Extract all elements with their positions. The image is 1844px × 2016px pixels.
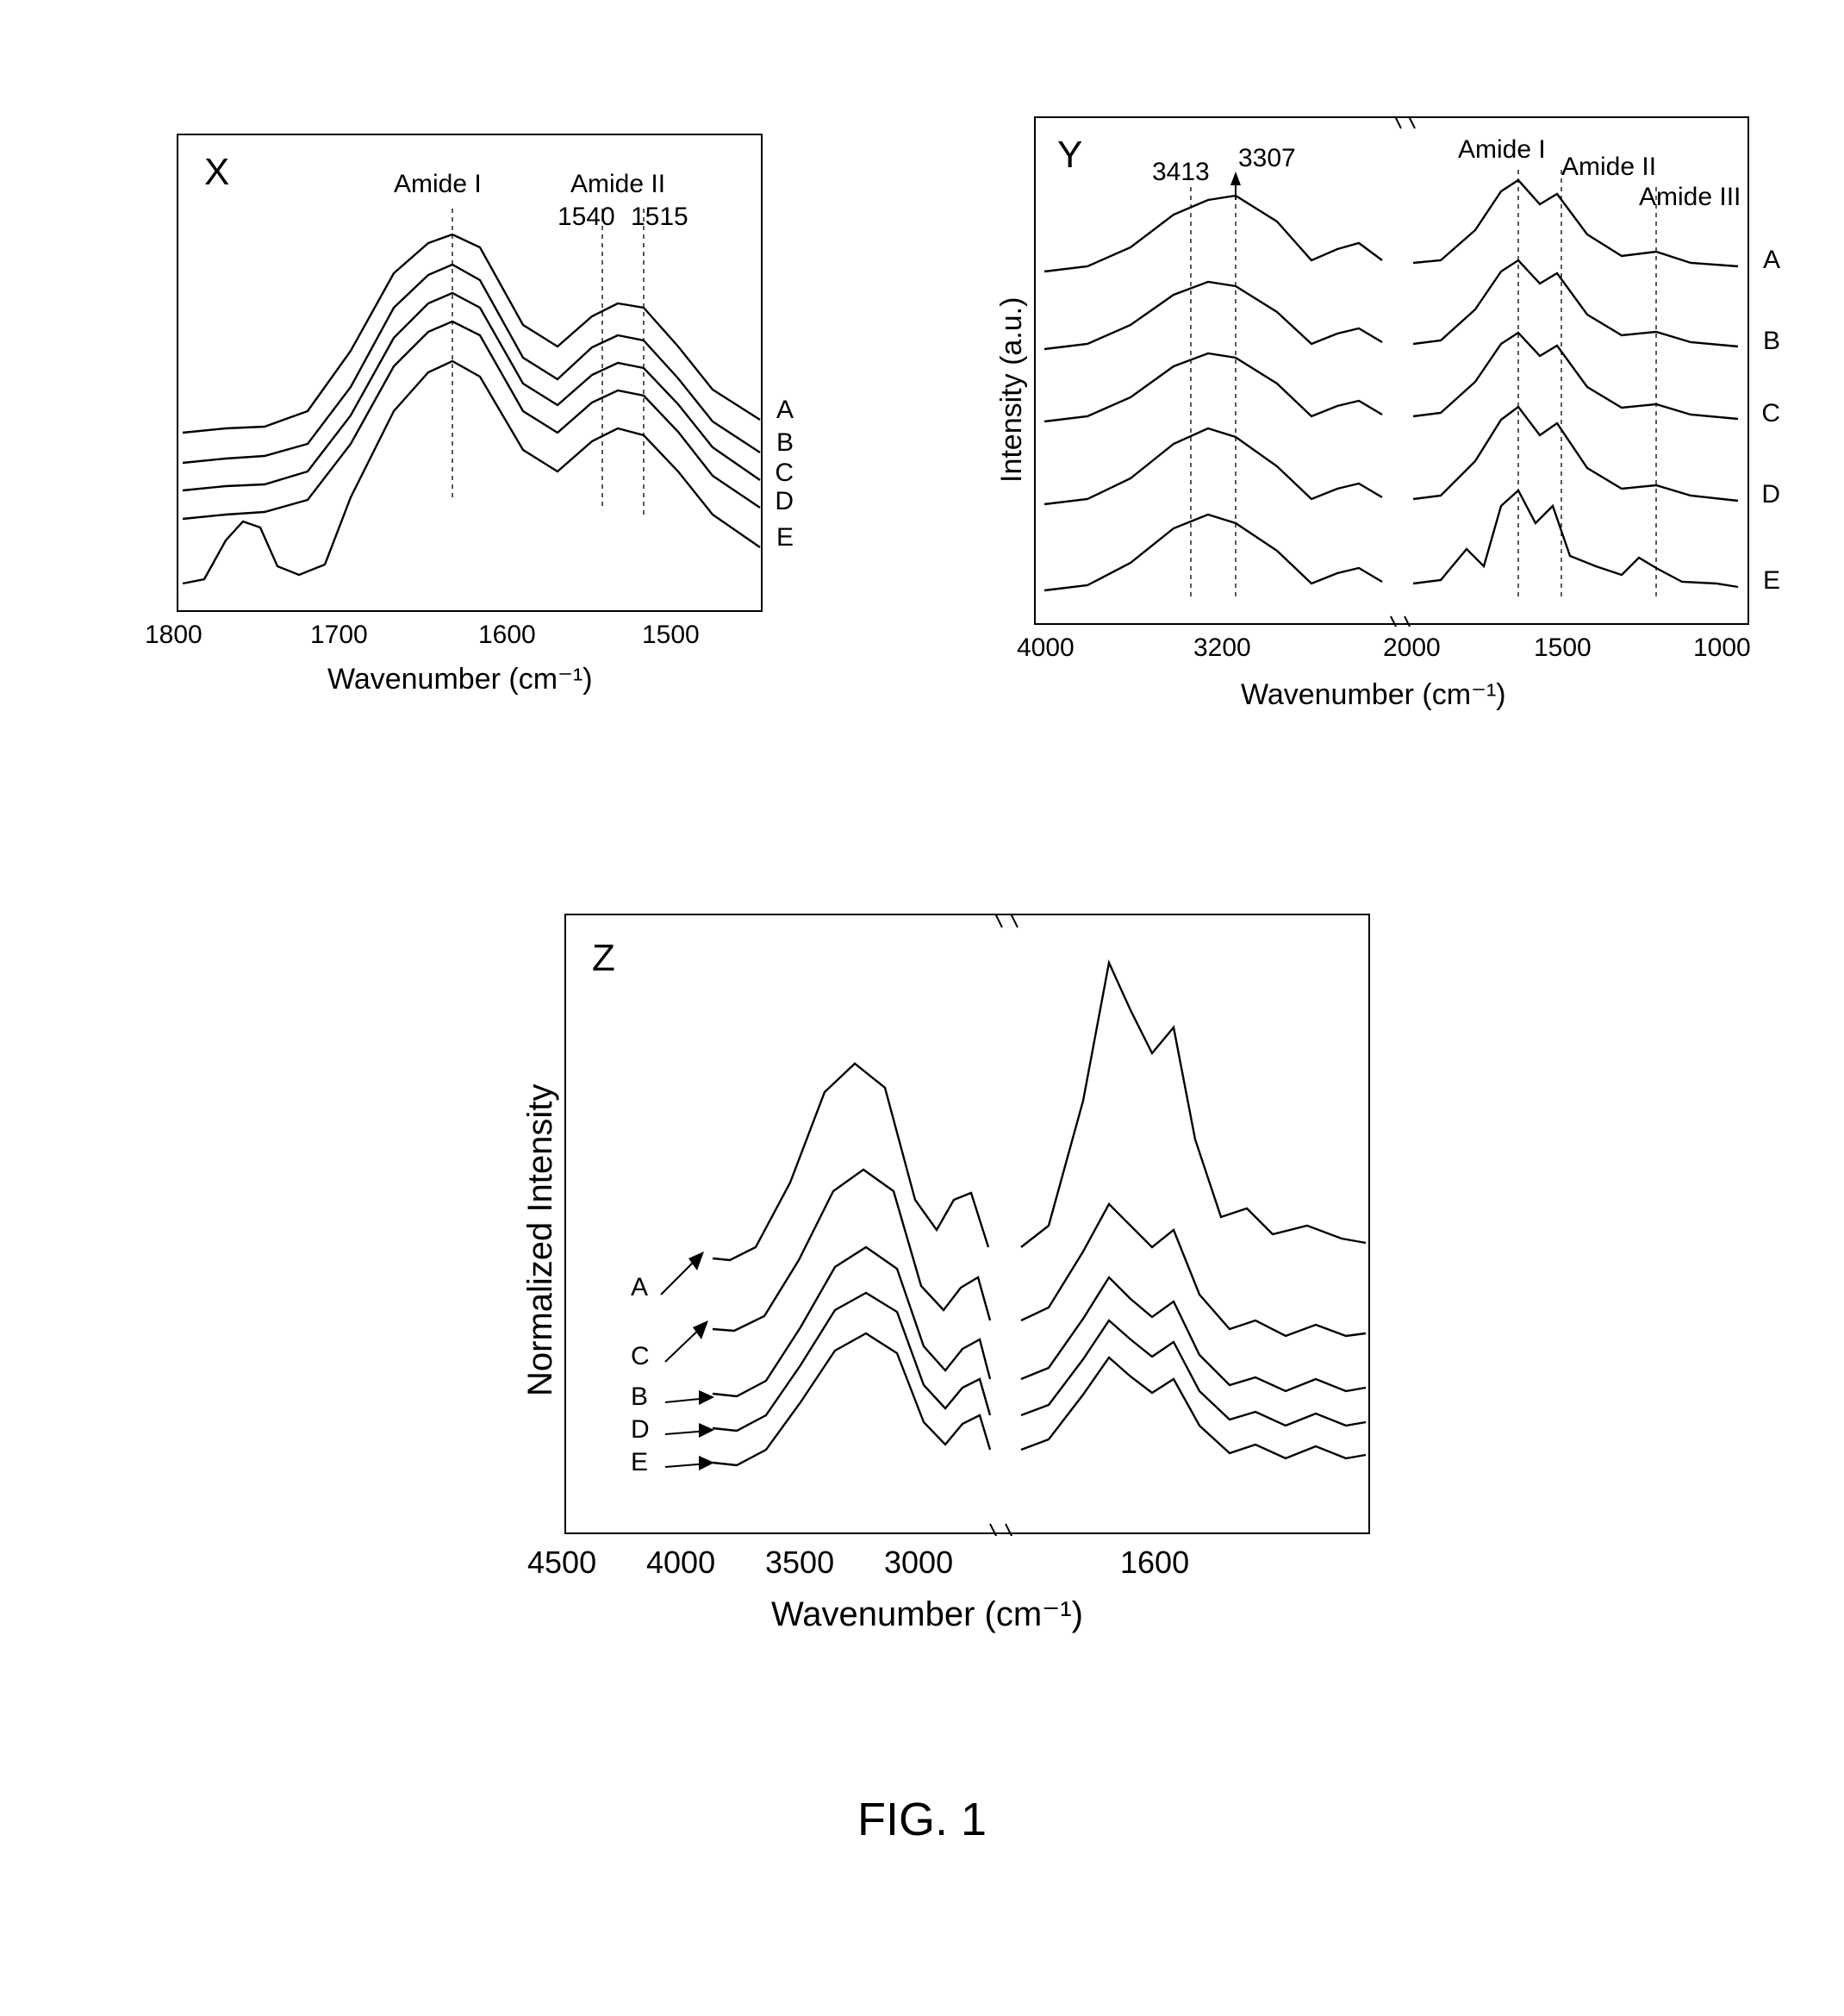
panel-x-tick-1800: 1800 bbox=[145, 621, 202, 650]
panel-y-series-b: B bbox=[1763, 327, 1780, 356]
panel-z-arrow-c bbox=[665, 1320, 708, 1362]
panel-x-amide-ii: Amide II bbox=[570, 170, 665, 199]
panel-x-1515: 1515 bbox=[631, 203, 688, 232]
panel-x-series-e: E bbox=[776, 523, 794, 552]
panel-y-3307: 3307 bbox=[1238, 144, 1296, 173]
panel-z-arrow-e bbox=[665, 1456, 714, 1470]
panel-y-3413: 3413 bbox=[1152, 158, 1210, 187]
panel-z-xlabel: Wavenumber (cm⁻¹) bbox=[771, 1595, 1083, 1634]
panel-y-tick-1000: 1000 bbox=[1693, 634, 1751, 663]
panel-y-tick-4000: 4000 bbox=[1017, 634, 1075, 663]
panel-z-series-c: C bbox=[631, 1342, 650, 1371]
panel-y-ylabel: Intensity (a.u.) bbox=[995, 297, 1029, 483]
panel-x-label: X bbox=[204, 151, 229, 194]
panel-x-xlabel: Wavenumber (cm⁻¹) bbox=[327, 662, 593, 696]
panel-z-arrow-b bbox=[665, 1390, 714, 1405]
panel-z-tick-3500: 3500 bbox=[765, 1545, 834, 1581]
panel-z-arrow-d bbox=[665, 1423, 714, 1438]
panel-z-series-d: D bbox=[631, 1415, 650, 1445]
panel-y-amide-i: Amide I bbox=[1458, 135, 1546, 165]
panel-y-tick-3200: 3200 bbox=[1193, 634, 1251, 663]
panel-x-series-b: B bbox=[776, 428, 794, 458]
panel-y: Y bbox=[1034, 116, 1749, 625]
panel-y-series-c: C bbox=[1761, 399, 1780, 428]
panel-z: Z bbox=[564, 914, 1370, 1534]
panel-y-series-e: E bbox=[1763, 566, 1780, 596]
panel-x-series-c: C bbox=[775, 459, 794, 488]
panel-y-amide-ii: Amide II bbox=[1561, 153, 1656, 182]
panel-x-tick-1700: 1700 bbox=[310, 621, 368, 650]
panel-x-tick-1500: 1500 bbox=[642, 621, 700, 650]
panel-x-1540: 1540 bbox=[558, 203, 615, 232]
panel-x-tick-1600: 1600 bbox=[478, 621, 536, 650]
panel-y-tick-2000: 2000 bbox=[1383, 634, 1441, 663]
panel-x-amide-i: Amide I bbox=[394, 170, 482, 199]
panel-z-arrow-a bbox=[661, 1251, 704, 1295]
panel-z-tick-3000: 3000 bbox=[884, 1545, 953, 1581]
panel-z-tick-4000: 4000 bbox=[646, 1545, 715, 1581]
figure-caption: FIG. 1 bbox=[0, 1793, 1844, 1846]
panel-z-label: Z bbox=[592, 937, 615, 980]
panel-x: X Amide I Amide II 1540 1515 A B C D bbox=[177, 134, 763, 612]
panel-z-series-a: A bbox=[631, 1273, 648, 1302]
panel-z-ylabel: Normalized Intensity bbox=[521, 1084, 560, 1396]
panel-z-tick-4500: 4500 bbox=[527, 1545, 596, 1581]
panel-y-series-d: D bbox=[1761, 480, 1780, 509]
panel-z-series-e: E bbox=[631, 1448, 648, 1477]
panel-y-series-a: A bbox=[1763, 246, 1780, 275]
panel-z-plot bbox=[566, 915, 1372, 1536]
panel-y-amide-iii: Amide III bbox=[1639, 183, 1741, 212]
panel-y-xlabel: Wavenumber (cm⁻¹) bbox=[1241, 677, 1506, 712]
panel-z-tick-1600: 1600 bbox=[1120, 1545, 1189, 1581]
panel-x-series-d: D bbox=[775, 487, 794, 516]
panel-y-tick-1500: 1500 bbox=[1534, 634, 1592, 663]
panel-x-series-a: A bbox=[776, 396, 794, 425]
panel-y-label: Y bbox=[1057, 134, 1082, 177]
panel-z-series-b: B bbox=[631, 1382, 648, 1412]
figure-1: X Amide I Amide II 1540 1515 A B C D bbox=[0, 0, 1844, 2016]
